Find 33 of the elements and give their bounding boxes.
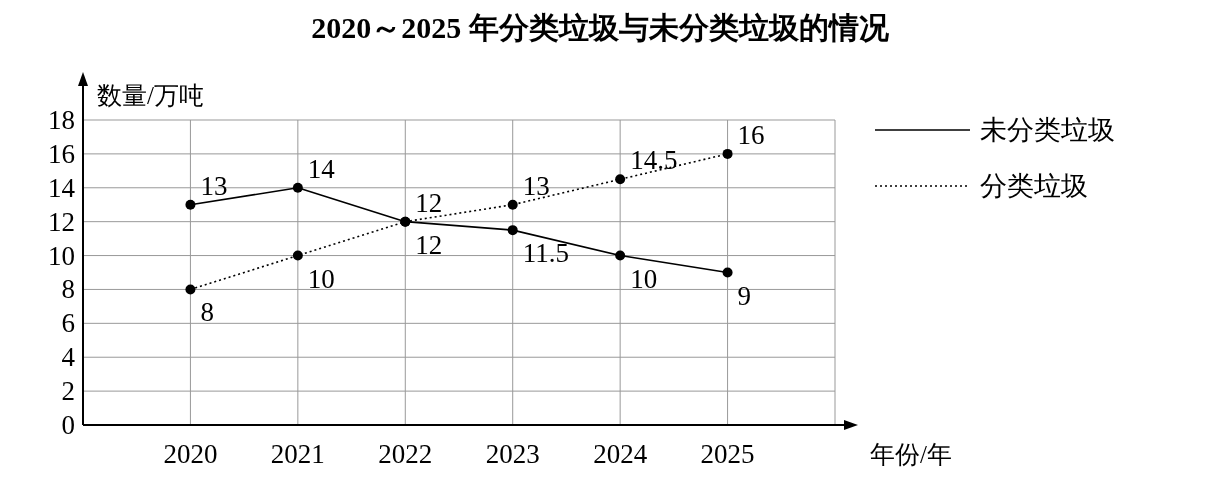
y-tick-label: 10 <box>48 240 75 271</box>
data-label: 12 <box>415 187 443 218</box>
y-tick-label: 14 <box>48 172 76 203</box>
data-label: 11.5 <box>522 238 569 269</box>
data-label: 9 <box>737 280 752 311</box>
legend-label: 分类垃圾 <box>980 171 1088 201</box>
x-tick-label: 2025 <box>700 439 755 469</box>
x-tick-label: 2024 <box>593 439 648 469</box>
data-label: 10 <box>630 263 658 294</box>
legend-label: 未分类垃圾 <box>980 115 1115 145</box>
y-tick-label: 2 <box>61 376 75 407</box>
x-tick-label: 2022 <box>378 439 433 469</box>
data-label: 16 <box>737 119 765 150</box>
data-label: 13 <box>522 170 550 201</box>
data-label: 14 <box>307 153 336 184</box>
data-label: 14.5 <box>630 145 678 176</box>
y-tick-label: 18 <box>48 105 75 135</box>
x-tick-label: 2021 <box>270 439 325 469</box>
data-label: 8 <box>200 297 214 328</box>
data-label: 10 <box>307 263 335 294</box>
data-label: 12 <box>415 229 443 260</box>
x-tick-label: 2023 <box>485 439 540 469</box>
x-tick-label: 2020 <box>163 439 218 469</box>
y-axis-title: 数量/万吨 <box>97 82 204 109</box>
chart-title: 2020～2025 年分类垃圾与未分类垃圾的情况 <box>311 11 890 44</box>
data-label: 13 <box>200 170 228 201</box>
y-tick-label: 12 <box>48 206 75 237</box>
y-tick-label: 8 <box>61 274 75 305</box>
x-axis-title: 年份/年 <box>870 441 952 468</box>
y-tick-label: 6 <box>61 308 75 339</box>
y-tick-label: 4 <box>61 342 76 373</box>
y-tick-label: 16 <box>48 138 75 169</box>
y-tick-label: 0 <box>61 410 75 440</box>
